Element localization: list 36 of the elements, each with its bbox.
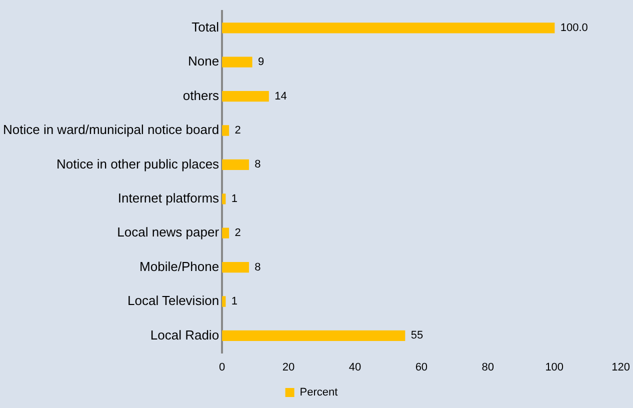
- y-tick-label: Internet platforms: [118, 190, 220, 206]
- bar: [222, 159, 249, 170]
- x-tick-label: 20: [282, 361, 295, 374]
- data-label: 9: [258, 56, 264, 68]
- x-tick-label: 100: [545, 361, 564, 374]
- x-tick-label: 40: [348, 361, 362, 374]
- y-tick-label: Local news paper: [117, 224, 220, 240]
- data-label: 14: [274, 90, 287, 102]
- y-tick-label: Notice in ward/municipal notice board: [2, 122, 220, 138]
- bar: [222, 90, 269, 102]
- data-label: 8: [254, 261, 261, 274]
- data-label: 2: [234, 124, 241, 137]
- bar: [222, 330, 406, 342]
- x-tick-label: 120: [612, 361, 630, 374]
- y-tick-label: others: [182, 88, 220, 103]
- y-tick-label: Notice in other public places: [56, 156, 220, 172]
- bar: [222, 22, 555, 34]
- data-label: 2: [234, 227, 241, 240]
- data-label: 55: [410, 330, 424, 342]
- y-tick-label: Local Radio: [150, 327, 220, 342]
- x-tick-label: 80: [482, 361, 494, 374]
- y-tick-label: Mobile/Phone: [140, 258, 220, 274]
- y-tick-label: None: [188, 54, 220, 69]
- data-label: 1: [231, 296, 238, 308]
- data-label: 8: [254, 158, 261, 171]
- x-tick-label: 0: [218, 361, 226, 374]
- data-label: 100.0: [560, 22, 588, 34]
- legend-label: Percent: [300, 386, 338, 399]
- bar: [222, 125, 230, 136]
- x-tick-label: 60: [415, 361, 428, 374]
- data-label: 1: [231, 192, 238, 205]
- bar: [222, 228, 230, 238]
- y-tick-label: Total: [192, 19, 220, 34]
- y-tick-label: Local Television: [128, 293, 220, 308]
- bar: [222, 262, 249, 273]
- bar: [222, 56, 252, 68]
